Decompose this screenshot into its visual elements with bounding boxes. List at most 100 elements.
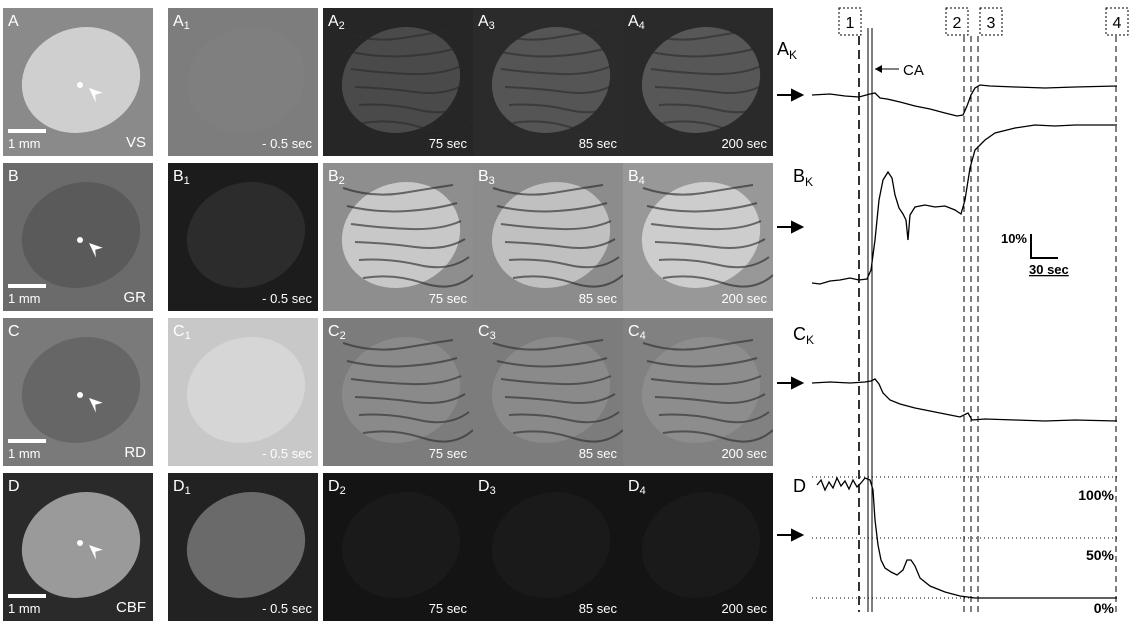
panel-label: A4 [628,14,645,34]
panel-label-letter: C [173,323,185,340]
tile-d4: D4 200 sec [623,473,773,621]
trace-label-b: BK [793,166,813,189]
panel-label: B1 [173,169,190,189]
tile-d: D 1 mm CBF [3,473,153,621]
svg-text:CK: CK [793,324,814,347]
panel-label-letter: C [478,323,490,340]
tile-b: B 1 mm GR [3,163,153,311]
panel-label: B2 [328,169,345,189]
marker-2: 2 [953,15,962,32]
panel-label-letter: B [478,168,489,185]
tile-c1: C1 - 0.5 sec [168,318,318,466]
panel-label-index: 4 [639,485,646,497]
image-content [623,473,773,621]
image-content [323,163,473,311]
time-label: - 0.5 sec [262,136,312,151]
tile-d1: D1 - 0.5 sec [168,473,318,621]
panel-label-index: 2 [339,485,346,497]
time-label: 85 sec [578,291,617,306]
panel-label-letter: C [328,323,340,340]
marker-4: 4 [1113,15,1122,32]
trace-label-d: D [793,476,806,496]
scale-bar: 1 mm [8,284,46,306]
svg-text:D: D [793,476,806,496]
panel-label-index: 3 [488,20,495,32]
scale-bar-line [8,594,46,598]
time-lines [858,28,1117,612]
time-label: - 0.5 sec [262,601,312,616]
panel-label: C4 [628,324,646,344]
tile-a2: A2 75 sec [323,8,473,156]
scale-bar-y-label: 10% [1001,231,1027,246]
image-content [168,163,318,311]
ca-annotation: CA [875,62,924,79]
panel-label: D4 [628,479,646,499]
panel-label-index: 4 [638,20,645,32]
tile-b1: B1 - 0.5 sec [168,163,318,311]
tile-c3: C3 85 sec [473,318,623,466]
panel-label: C [8,323,20,340]
image-content [3,163,153,311]
time-label: 85 sec [578,446,617,461]
panel-label: B4 [628,169,645,189]
time-markers: 1 2 3 4 [838,7,1129,36]
tile-b2: B2 75 sec [323,163,473,311]
panel-label: D3 [478,479,496,499]
cbf-level-0: 0% [1094,600,1115,616]
panel-label-letter: D [328,478,340,495]
panel-label: D2 [328,479,346,499]
time-label: 85 sec [578,601,617,616]
panel-label-index: 4 [638,175,645,187]
image-content [623,163,773,311]
time-label: - 0.5 sec [262,446,312,461]
ca-label: CA [903,62,924,79]
image-content [623,318,773,466]
image-content [473,473,623,621]
scale-bar-line [8,129,46,133]
panel-label-letter: B [328,168,339,185]
panel-label-letter: A [478,13,489,30]
scale-bar-label: 1 mm [8,291,41,306]
image-content [168,318,318,466]
baseline-arrows [777,88,805,542]
trace-label-a: AK [777,39,797,62]
modality-label: CBF [116,599,146,616]
panel-label-index: 1 [184,485,191,497]
panel-label-letter: A [173,13,184,30]
panel-label: A1 [173,14,190,34]
image-content [473,318,623,466]
image-content [473,163,623,311]
panel-label: A2 [328,14,345,34]
cbf-reference-lines [812,476,1120,599]
tile-c2: C2 75 sec [323,318,473,466]
scale-bar-label: 1 mm [8,446,41,461]
panel-label: A [8,13,19,30]
tile-a4: A4 200 sec [623,8,773,156]
image-content [323,473,473,621]
image-content [623,8,773,156]
cbf-level-100: 100% [1078,487,1114,503]
time-label: 200 sec [721,291,767,306]
cbf-level-50: 50% [1086,547,1115,563]
panel-label-index: 3 [489,330,496,342]
panel-label-letter: C [628,323,640,340]
panel-label: D [8,478,20,495]
tile-c4: C4 200 sec [623,318,773,466]
image-content [168,8,318,156]
modality-label: VS [125,134,146,151]
panel-label: C1 [173,324,191,344]
panel-label-index: 1 [184,330,191,342]
panel-label-letter: B [173,168,184,185]
svg-text:AK: AK [777,39,797,62]
time-label: 200 sec [721,446,767,461]
tile-b3: B3 85 sec [473,163,623,311]
trace-label-c: CK [793,324,814,347]
modality-label: RD [124,444,146,461]
panel-label-index: 2 [339,330,346,342]
image-content [323,8,473,156]
panel-label-index: 4 [639,330,646,342]
panel-label: D1 [173,479,191,499]
tile-d3: D3 85 sec [473,473,623,621]
tile-a3: A3 85 sec [473,8,623,156]
trace-b [811,124,1117,285]
